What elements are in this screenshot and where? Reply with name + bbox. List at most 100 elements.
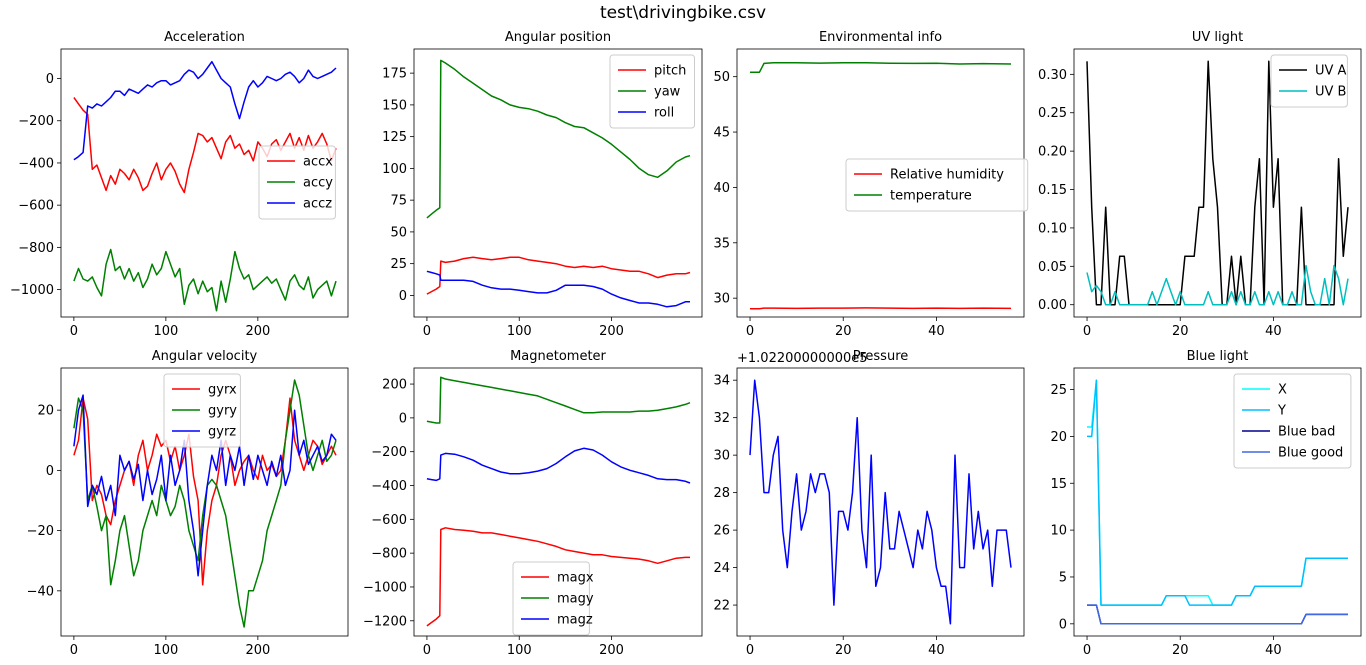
- y-tick-label: −20: [27, 524, 54, 539]
- y-tick-label: −400: [18, 156, 54, 171]
- legend-label: magy: [557, 592, 594, 607]
- series-line-blue-good: [1087, 604, 1348, 625]
- y-tick-label: −1000: [363, 580, 407, 595]
- y-tick-label: 45: [713, 126, 730, 141]
- y-tick-label: 0: [399, 289, 407, 304]
- y-tick-label: 10: [1050, 524, 1067, 539]
- legend-label: UV B: [1315, 85, 1346, 100]
- subplot-angular-position: Angular position 0 100 200 0 25 50 75 100 125 150 1…: [382, 30, 703, 339]
- x-tick-label: 0: [70, 643, 78, 658]
- legend-label: accx: [303, 155, 333, 170]
- subplot-title: UV light: [1192, 30, 1243, 45]
- y-tick-label: 24: [713, 561, 730, 576]
- legend: XY Blue bad Blue good: [1233, 373, 1352, 469]
- series-line-uv-b: [1086, 264, 1349, 306]
- y-tick-label: −40: [27, 584, 54, 599]
- figure-suptitle: test\drivingbike.csv: [600, 3, 766, 23]
- y-tick-label: 75: [390, 194, 407, 209]
- axes-frame: [60, 367, 349, 637]
- y-tick-label: 35: [713, 236, 730, 251]
- x-tick-label: 0: [423, 643, 431, 658]
- legend: UV A UV B: [1270, 54, 1348, 108]
- y-tick-label: 0.10: [1038, 221, 1067, 236]
- x-tick-label: 40: [928, 643, 945, 658]
- x-tick-label: 200: [245, 324, 270, 339]
- x-tick-label: 200: [599, 643, 624, 658]
- y-tick-label: 0.30: [1038, 68, 1067, 83]
- series-line-gyrz: [73, 394, 337, 577]
- legend-label: accy: [303, 176, 333, 191]
- y-tick-label: 28: [713, 486, 730, 501]
- subplot-angular-velocity: Angular velocity 0 100 200 −40 −20 0 20 gyrx gyry…: [27, 349, 349, 658]
- y-tick-label: −1000: [10, 283, 54, 298]
- subplot-title: Pressure: [853, 349, 909, 364]
- y-tick-label: 200: [382, 378, 407, 393]
- axes-frame: [1073, 48, 1362, 318]
- x-tick-label: 40: [1265, 643, 1282, 658]
- y-tick-label: −600: [371, 513, 407, 528]
- x-tick-label: 20: [835, 643, 852, 658]
- subplot-acceleration: Acceleration 0 100 200 −1000 −800 −600 −400 −200…: [10, 30, 349, 339]
- axes-frame: [1073, 367, 1362, 637]
- y-tick-label: 0.05: [1038, 260, 1067, 275]
- legend-box: [512, 561, 590, 636]
- axis-offset-text: +1.02200000000e5: [737, 351, 868, 366]
- legend-label: pitch: [654, 64, 686, 79]
- axes-frame: [413, 367, 703, 637]
- legend-label: gyry: [208, 404, 237, 419]
- y-tick-label: 175: [382, 67, 407, 82]
- y-tick-label: 0: [46, 72, 54, 87]
- legend-label: gyrx: [208, 383, 237, 398]
- y-tick-label: 30: [713, 292, 730, 307]
- y-tick-label: 150: [382, 98, 407, 113]
- y-tick-label: 0: [46, 464, 54, 479]
- subplot-blue-light: Blue light 0 20 40 0 5 10 15 20 25 XY Blue bad Blue …: [1050, 349, 1362, 658]
- legend-label: yaw: [654, 85, 681, 100]
- legend-box: [258, 145, 336, 220]
- series-line-gyry: [73, 379, 337, 628]
- legend-label: roll: [654, 106, 674, 121]
- series-line-yaw: [426, 59, 691, 219]
- x-tick-label: 100: [507, 643, 532, 658]
- legend-label: Blue bad: [1278, 425, 1335, 440]
- y-tick-label: −800: [371, 547, 407, 562]
- series-line-accx: [73, 97, 337, 194]
- legend-box: [163, 373, 241, 448]
- y-tick-label: −800: [18, 241, 54, 256]
- y-tick-label: −1200: [363, 614, 407, 629]
- y-tick-label: −600: [18, 199, 54, 214]
- y-tick-label: 26: [713, 524, 730, 539]
- y-tick-label: 0: [399, 411, 407, 426]
- series-line-accz: [73, 60, 337, 161]
- x-tick-label: 100: [153, 643, 178, 658]
- y-tick-label: 5: [1059, 570, 1067, 585]
- y-tick-label: −400: [371, 479, 407, 494]
- subplot-uv-light: UV light 0 20 40 0.00 0.05 0.10 0.15 0.20 0.25 0.3…: [1038, 30, 1362, 339]
- x-tick-label: 20: [1172, 324, 1189, 339]
- subplot-title: Acceleration: [164, 30, 245, 45]
- legend: pitch yaw roll: [609, 54, 695, 129]
- series-line-magy: [426, 376, 691, 424]
- x-tick-label: 100: [153, 324, 178, 339]
- subplot-title: Magnetometer: [510, 349, 606, 364]
- series-line-y: [1087, 379, 1348, 606]
- y-tick-label: 30: [713, 449, 730, 464]
- series-line-temperature: [750, 62, 1012, 74]
- legend-box: [1270, 54, 1348, 108]
- legend-box: [845, 158, 1029, 212]
- subplot-environmental-info: Environmental info 0 20 40 30 35 40 45 50 Relativ…: [713, 30, 1029, 339]
- series-line-magz: [426, 447, 691, 484]
- x-tick-label: 0: [1083, 324, 1091, 339]
- legend-label: Relative humidity: [890, 168, 1004, 183]
- x-tick-label: 200: [599, 324, 624, 339]
- axes-frame: [413, 48, 703, 318]
- y-tick-label: 0.20: [1038, 145, 1067, 160]
- y-tick-label: 0: [1059, 617, 1067, 632]
- y-tick-label: −200: [18, 114, 54, 129]
- y-tick-label: 25: [390, 257, 407, 272]
- subplot-title: Blue light: [1187, 349, 1249, 364]
- legend-label: UV A: [1315, 64, 1347, 79]
- axes-frame: [736, 367, 1025, 637]
- legend-label: temperature: [890, 189, 972, 204]
